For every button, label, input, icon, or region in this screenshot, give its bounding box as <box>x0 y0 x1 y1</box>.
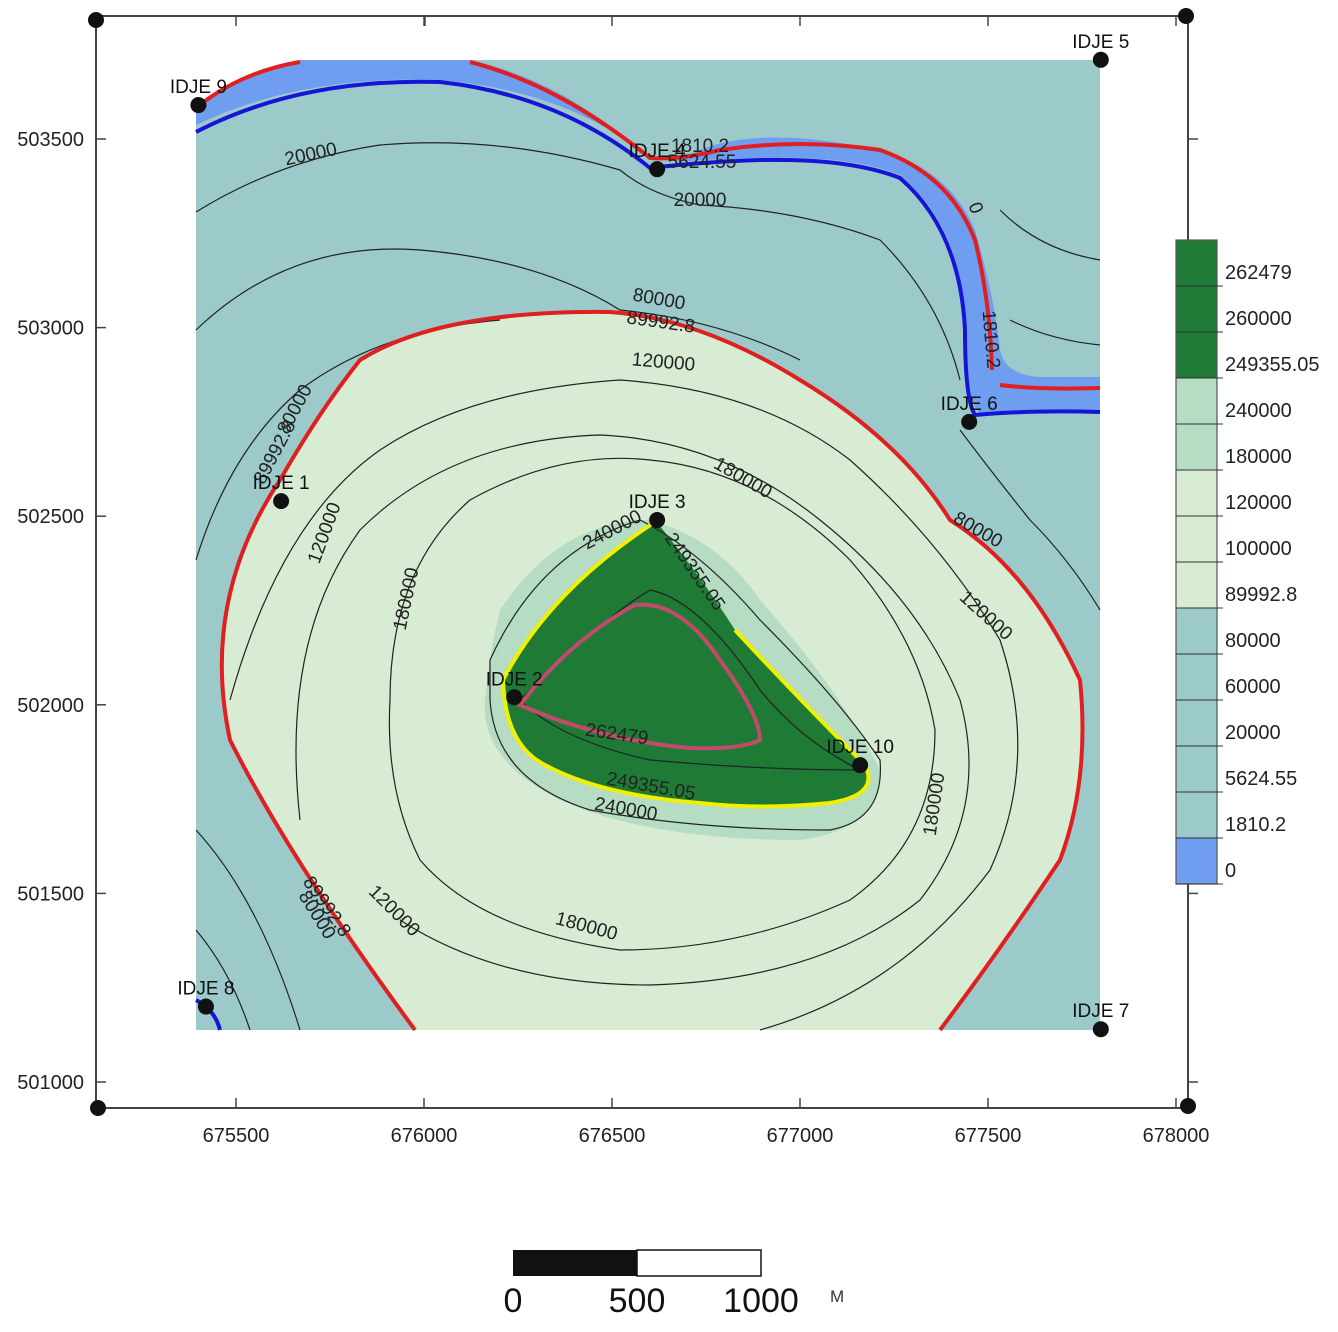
legend-label: 20000 <box>1225 722 1281 744</box>
legend-label: 80000 <box>1225 630 1281 652</box>
well-marker <box>649 511 666 528</box>
well-label: IDJE 4 <box>629 141 686 162</box>
well-marker <box>273 493 290 510</box>
legend-label: 60000 <box>1225 676 1281 698</box>
legend-label: 240000 <box>1225 400 1292 422</box>
well-label: IDJE 5 <box>1072 32 1129 53</box>
legend-swatch <box>1176 378 1217 424</box>
zone-core <box>503 520 869 807</box>
legend-swatch <box>1176 470 1217 516</box>
legend-swatch <box>1176 838 1217 884</box>
well-label: IDJE 2 <box>486 669 543 690</box>
legend-swatch <box>1176 332 1217 378</box>
y-tick-label: 502500 <box>17 506 84 528</box>
scale-bar: 0 500 1000 M <box>504 1249 844 1320</box>
legend-label: 180000 <box>1225 446 1292 468</box>
scale-bar-white <box>636 1249 762 1277</box>
legend-label: 260000 <box>1225 308 1292 330</box>
contour-label: 20000 <box>674 190 727 211</box>
well-marker <box>506 689 523 706</box>
x-tick-label: 676000 <box>391 1125 458 1147</box>
contour-label: 1810.2 <box>977 310 1003 370</box>
x-tick-label: 677500 <box>955 1125 1022 1147</box>
y-tick-label: 501000 <box>17 1072 84 1094</box>
legend-label: 1810.2 <box>1225 814 1286 836</box>
legend-label: 249355.05 <box>1225 354 1320 376</box>
red-contours <box>194 60 1101 1032</box>
contour-label: 5624.55 <box>668 152 737 173</box>
legend-label: 5624.55 <box>1225 768 1297 790</box>
legend-swatch <box>1176 516 1217 562</box>
well-label: IDJE 10 <box>826 737 894 758</box>
legend-swatch <box>1176 746 1217 792</box>
y-tick-label: 503500 <box>17 129 84 151</box>
legend-label: 0 <box>1225 860 1236 882</box>
x-tick-label: 675500 <box>203 1125 270 1147</box>
well-marker <box>649 161 666 178</box>
contour-label: 1810.2 <box>671 136 729 157</box>
zone-blue-top <box>196 60 1100 414</box>
scale-label-500: 500 <box>609 1282 666 1320</box>
well-label: IDJE 9 <box>170 77 227 98</box>
blue-contours <box>195 79 1101 1031</box>
well-marker <box>1092 1021 1109 1038</box>
x-tick-label: 678000 <box>1143 1125 1210 1147</box>
legend-swatch <box>1176 792 1217 838</box>
well-marker <box>961 413 978 430</box>
legend-swatch <box>1176 562 1217 608</box>
yellow-contour <box>501 520 871 809</box>
legend: 262479 260000 249355.05 240000 180000 120000 1… <box>1175 239 1320 885</box>
y-tick-label: 501500 <box>17 883 84 905</box>
well-marker <box>190 97 207 114</box>
well-marker <box>1092 51 1109 68</box>
x-axis: 675500 676000 676500 677000 677500 678000 <box>203 16 1210 1147</box>
legend-label: 262479 <box>1225 262 1292 284</box>
well-label: IDJE 1 <box>253 473 310 494</box>
scale-unit: M <box>830 1287 844 1306</box>
purple-contour <box>516 602 763 751</box>
well-marker <box>197 998 214 1015</box>
y-tick-label: 502000 <box>17 695 84 717</box>
scale-label-1000: 1000 <box>723 1282 799 1320</box>
legend-swatch <box>1176 240 1217 286</box>
well-label: IDJE 3 <box>629 492 686 513</box>
scale-bar-black <box>513 1250 637 1276</box>
legend-swatch <box>1176 286 1217 332</box>
thin-contours <box>195 142 1101 1031</box>
legend-label: 120000 <box>1225 492 1292 514</box>
well-label: IDJE 6 <box>941 394 998 415</box>
legend-swatch <box>1176 700 1217 746</box>
legend-swatch <box>1176 608 1217 654</box>
y-axis: 503500 503000 502500 502000 501500 501000 <box>17 129 1198 1094</box>
legend-label: 89992.8 <box>1225 584 1297 606</box>
well-label: IDJE 7 <box>1072 1001 1129 1022</box>
legend-swatch <box>1176 424 1217 470</box>
legend-swatch <box>1176 654 1217 700</box>
x-tick-label: 676500 <box>579 1125 646 1147</box>
well-label: IDJE 8 <box>177 979 234 1000</box>
scale-label-0: 0 <box>504 1282 523 1320</box>
well-marker <box>852 757 869 774</box>
y-tick-label: 503000 <box>17 318 84 340</box>
wells: IDJE 9 IDJE 4 IDJE 5 IDJE 6 IDJE 1 IDJE 3 IDJE… <box>170 32 1129 1038</box>
x-tick-label: 677000 <box>767 1125 834 1147</box>
legend-label: 100000 <box>1225 538 1292 560</box>
